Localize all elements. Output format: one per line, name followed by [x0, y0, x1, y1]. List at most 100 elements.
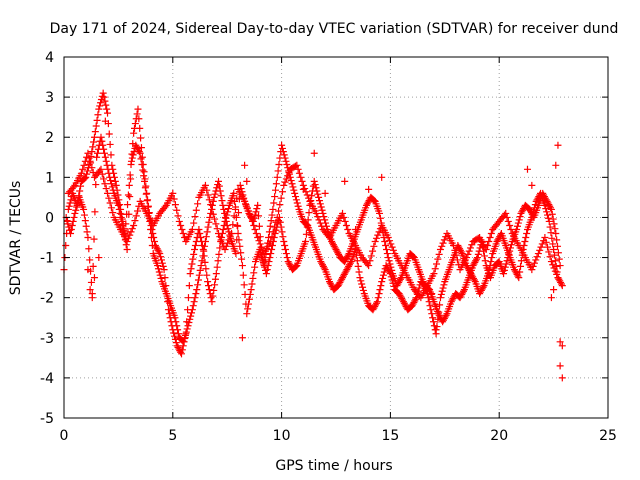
data-point	[88, 148, 96, 156]
data-point	[139, 166, 147, 174]
data-point	[188, 309, 196, 317]
y-tick-label: -3	[40, 331, 54, 347]
y-tick-label: -2	[40, 291, 54, 307]
data-point	[154, 265, 162, 273]
data-point	[197, 262, 205, 270]
data-point	[451, 246, 459, 254]
data-point	[140, 172, 148, 180]
data-point	[197, 234, 205, 241]
data-point	[109, 186, 117, 194]
data-point	[529, 262, 537, 270]
data-point	[218, 197, 226, 205]
data-point	[141, 177, 149, 185]
data-point	[267, 217, 275, 225]
data-point	[365, 185, 373, 193]
data-point	[80, 205, 88, 213]
data-point	[304, 216, 312, 224]
data-point	[131, 217, 139, 225]
data-point	[83, 170, 91, 178]
data-point	[201, 238, 209, 246]
data-point	[188, 306, 196, 314]
data-point	[102, 185, 110, 193]
data-point	[483, 242, 491, 250]
data-point	[85, 245, 93, 253]
data-point	[112, 181, 120, 189]
data-point	[504, 217, 512, 225]
data-point	[80, 211, 88, 219]
data-point	[468, 241, 476, 249]
data-point	[137, 155, 145, 163]
data-point	[317, 203, 325, 211]
data-point	[133, 110, 141, 118]
data-point	[554, 242, 562, 250]
data-point	[276, 201, 284, 209]
data-point	[439, 239, 447, 247]
data-point	[216, 187, 224, 195]
data-point	[209, 210, 217, 218]
data-point	[132, 212, 140, 220]
data-point	[245, 207, 253, 215]
data-point	[384, 254, 392, 262]
x-tick-label: 15	[381, 428, 399, 444]
data-point	[434, 315, 442, 323]
data-point	[81, 157, 89, 165]
data-point	[267, 238, 275, 246]
data-point	[122, 220, 130, 228]
data-point	[238, 334, 246, 342]
data-point	[100, 93, 108, 101]
data-point	[283, 254, 291, 262]
data-point	[102, 101, 110, 109]
data-point	[67, 225, 75, 233]
data-point	[280, 238, 288, 246]
data-point	[173, 322, 181, 330]
data-point	[547, 205, 555, 213]
data-point	[278, 228, 286, 236]
data-point	[523, 165, 531, 173]
data-point	[288, 180, 296, 188]
data-point	[84, 149, 92, 157]
data-point	[88, 294, 96, 302]
data-point	[111, 177, 119, 185]
data-point	[241, 161, 249, 169]
data-point	[544, 211, 552, 219]
data-point	[136, 149, 144, 157]
data-point	[220, 205, 228, 213]
data-point	[84, 167, 92, 175]
data-point	[202, 233, 210, 241]
data-point	[123, 238, 131, 246]
data-point	[479, 283, 487, 291]
data-point	[101, 97, 109, 105]
data-point	[473, 255, 481, 263]
data-point	[258, 243, 266, 251]
data-point	[174, 330, 182, 338]
data-point	[225, 205, 233, 213]
data-point	[148, 242, 156, 250]
data-point	[251, 263, 259, 271]
data-point	[101, 153, 109, 161]
data-point	[98, 137, 106, 145]
plot-frame	[63, 56, 609, 419]
data-point	[177, 221, 185, 229]
data-point	[487, 229, 495, 237]
y-tick-label: 3	[45, 90, 54, 106]
data-point	[376, 286, 384, 294]
data-point	[191, 246, 199, 254]
data-point	[97, 99, 105, 107]
data-point	[67, 229, 75, 237]
data-point	[94, 111, 102, 119]
data-point	[123, 246, 131, 254]
data-point	[217, 192, 225, 200]
data-point	[272, 180, 280, 188]
data-point	[340, 213, 348, 221]
data-point	[482, 246, 490, 254]
data-point	[172, 339, 180, 347]
data-point	[215, 250, 223, 258]
data-point	[65, 202, 73, 210]
data-point	[77, 169, 85, 177]
data-point	[205, 196, 213, 204]
data-point	[90, 274, 98, 282]
data-point	[178, 346, 186, 354]
data-point	[251, 225, 259, 233]
data-point	[198, 257, 206, 265]
data-point	[353, 257, 361, 265]
